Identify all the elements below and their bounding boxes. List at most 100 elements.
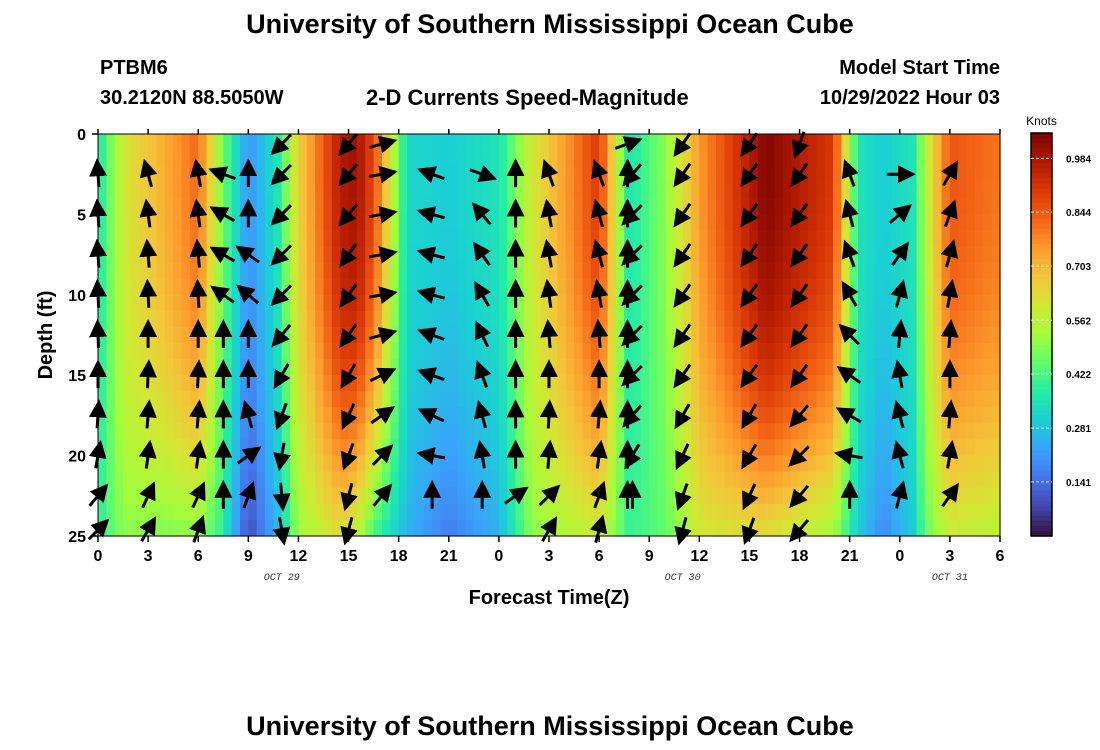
- heatmap-cell: [173, 230, 183, 248]
- heatmap-cell: [490, 166, 500, 183]
- heatmap-cell: [148, 182, 158, 199]
- heatmap-cell: [640, 343, 650, 360]
- date-label: OCT 31: [932, 573, 968, 584]
- heatmap-cell: [724, 359, 734, 376]
- heatmap-cell: [239, 230, 249, 248]
- heatmap-cell: [407, 214, 416, 232]
- heatmap-cell: [381, 214, 391, 232]
- heatmap-cell: [615, 439, 625, 457]
- heatmap-cell: [490, 375, 500, 392]
- heatmap-cell: [148, 471, 158, 489]
- heatmap-cell: [390, 359, 400, 376]
- x-tick-label: 21: [841, 548, 859, 565]
- heatmap-cell: [991, 134, 1001, 151]
- heatmap-cell: [106, 134, 116, 151]
- heatmap-cell: [123, 519, 133, 537]
- heatmap-cell: [365, 134, 375, 151]
- heatmap-cell: [599, 150, 609, 167]
- heatmap-cell: [933, 375, 943, 392]
- model-start-value: 10/29/2022 Hour 03: [819, 87, 1000, 109]
- heatmap-cell: [707, 182, 717, 199]
- colorbar-segment: [1031, 258, 1052, 265]
- heatmap-cell: [916, 182, 926, 199]
- heatmap-cell: [632, 150, 642, 167]
- heatmap-cell: [415, 230, 425, 248]
- heatmap-cell: [281, 391, 291, 408]
- heatmap-cell: [966, 423, 976, 441]
- heatmap-cell: [139, 214, 149, 232]
- heatmap-cell: [281, 294, 291, 312]
- heatmap-cell: [507, 343, 517, 360]
- heatmap-cell: [774, 471, 784, 489]
- heatmap-cell: [557, 198, 567, 215]
- heatmap-cell: [615, 182, 625, 199]
- heatmap-cell: [665, 487, 675, 505]
- heatmap-cell: [348, 262, 358, 280]
- heatmap-cell: [265, 439, 274, 457]
- heatmap-cell: [707, 230, 717, 248]
- heatmap-cell: [248, 471, 258, 489]
- heatmap-cell: [298, 294, 308, 312]
- heatmap-cell: [373, 519, 383, 537]
- heatmap-cell: [615, 166, 625, 183]
- heatmap-cell: [716, 150, 725, 167]
- heatmap-cell: [432, 294, 442, 312]
- heatmap-cell: [574, 182, 584, 199]
- heatmap-cell: [749, 310, 759, 328]
- heatmap-cell: [415, 214, 425, 232]
- heatmap-cell: [532, 519, 542, 537]
- heatmap-cell: [832, 262, 842, 280]
- heatmap-cell: [114, 471, 124, 489]
- heatmap-cell: [590, 182, 600, 199]
- current-vector: [270, 204, 292, 226]
- heatmap-cell: [381, 375, 391, 392]
- heatmap-cell: [549, 343, 558, 360]
- heatmap-cell: [724, 278, 734, 296]
- heatmap-cell: [565, 375, 575, 392]
- heatmap-cell: [156, 359, 166, 376]
- heatmap-cell: [457, 343, 467, 360]
- heatmap-cell: [365, 294, 375, 312]
- heatmap-cell: [832, 246, 842, 264]
- heatmap-cell: [273, 391, 283, 408]
- heatmap-cell: [281, 375, 291, 392]
- heatmap-cell: [849, 182, 859, 199]
- heatmap-cell: [239, 343, 249, 360]
- heatmap-cell: [532, 150, 542, 167]
- heatmap-cell: [991, 230, 1001, 248]
- heatmap-cell: [615, 375, 625, 392]
- heatmap-cell: [624, 343, 634, 360]
- heatmap-cell: [657, 134, 667, 151]
- heatmap-cell: [991, 487, 1001, 505]
- heatmap-cell: [298, 310, 308, 328]
- heatmap-cell: [933, 262, 943, 280]
- heatmap-cell: [356, 198, 366, 215]
- heatmap-cell: [615, 246, 625, 264]
- heatmap-cell: [448, 519, 458, 537]
- heatmap-cell: [398, 278, 408, 296]
- heatmap-cell: [741, 391, 751, 408]
- heatmap-cell: [457, 487, 467, 505]
- heatmap-cell: [732, 471, 742, 489]
- heatmap-cell: [323, 198, 333, 215]
- heatmap-cell: [582, 278, 592, 296]
- heatmap-cell: [841, 455, 851, 473]
- heatmap-cell: [106, 214, 116, 232]
- heatmap-cell: [849, 343, 859, 360]
- heatmap-cell: [707, 166, 717, 183]
- heatmap-cell: [365, 246, 375, 264]
- heatmap-cell: [974, 439, 984, 457]
- heatmap-cell: [440, 487, 450, 505]
- heatmap-cell: [649, 519, 659, 537]
- heatmap-cell: [841, 310, 851, 328]
- heatmap-cell: [549, 198, 558, 215]
- heatmap-cell: [490, 294, 500, 312]
- heatmap-cell: [682, 391, 692, 408]
- heatmap-cell: [473, 214, 483, 232]
- heatmap-cell: [640, 182, 650, 199]
- heatmap-cell: [448, 310, 458, 328]
- heatmap-cell: [974, 375, 984, 392]
- heatmap-cell: [874, 134, 884, 151]
- heatmap-cell: [807, 134, 817, 151]
- heatmap-cell: [398, 134, 408, 151]
